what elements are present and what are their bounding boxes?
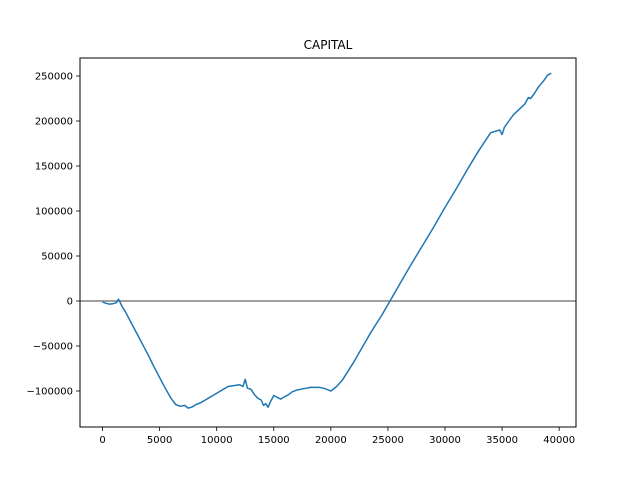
x-tick-label: 30000 [429,435,461,446]
y-tick-label: 200000 [35,117,73,128]
x-tick-label: 20000 [315,435,347,446]
x-tick-label: 35000 [486,435,518,446]
y-tick-label: 50000 [41,252,73,263]
y-tick-label: 150000 [35,162,73,173]
x-tick-label: 15000 [258,435,290,446]
x-tick-label: 40000 [543,435,575,446]
y-tick-label: −100000 [26,387,73,398]
x-tick-label: 10000 [201,435,233,446]
x-tick-label: 25000 [372,435,404,446]
chart-title: CAPITAL [304,38,353,52]
plot-frame [79,57,577,428]
y-tick-label: 100000 [35,207,73,218]
capital-series-line [102,72,552,409]
x-tick-label: 0 [99,435,105,446]
y-tick-label: 0 [67,297,73,308]
plot-area: 0 5000 10000 15000 20000 25000 30000 35000 40000… [26,72,576,446]
x-tick-label: 5000 [147,435,172,446]
y-tick-label: −50000 [33,342,73,353]
y-tick-label: 250000 [35,72,73,83]
